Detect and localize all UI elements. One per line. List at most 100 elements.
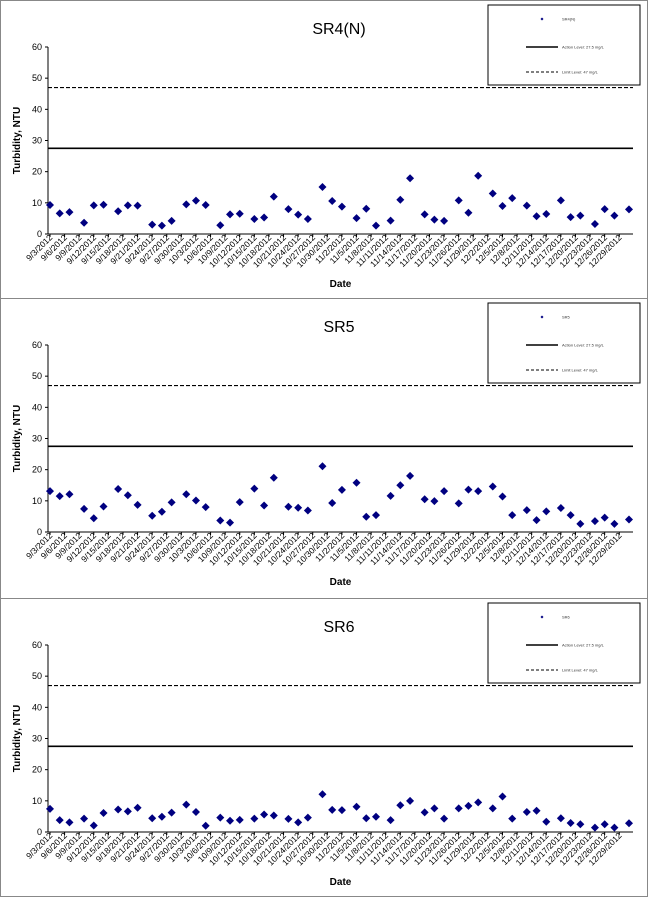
data-point [260,213,269,222]
chart-legend: SR4(N) Action Level: 27.5 mg/L Limit Level… [487,4,641,86]
data-point [556,196,565,205]
data-point [430,804,439,813]
data-point [625,819,633,828]
data-point [420,210,429,219]
data-point [362,814,371,823]
data-point [371,812,380,821]
y-tick-label: 40 [32,104,42,114]
y-tick-label: 60 [32,640,42,650]
data-point [148,220,157,229]
data-point [191,496,200,505]
data-point [148,814,157,823]
x-axis-label: Date [330,877,352,888]
legend-entry: SR5 [562,315,571,320]
data-point [182,800,191,809]
data-point [250,484,259,493]
y-tick-label: 0 [37,827,42,837]
data-point [55,816,64,825]
data-point [99,502,108,511]
data-point [65,490,74,499]
legend-entry: Action Level: 27.5 mg/L [562,45,605,50]
y-tick-label: 30 [32,136,42,146]
data-point [260,810,269,819]
axes [45,46,633,237]
data-point [157,221,166,230]
y-axis-label: Turbidity, NTU [12,705,23,772]
data-point [337,202,346,211]
data-point [420,808,429,817]
y-tick-label: 10 [32,198,42,208]
data-point [498,792,507,801]
data-point [191,196,200,205]
data-point [216,221,225,230]
chart-svg: SR6 SR6 Action Level: 27.5 mg/L Limit Level… [12,602,641,888]
data-point [318,462,327,471]
y-tick-label: 20 [32,167,42,177]
y-tick-label: 50 [32,371,42,381]
data-point [396,481,405,490]
data-point [508,511,517,520]
data-point [167,498,176,507]
axes [45,344,633,535]
data-point [157,812,166,821]
data-point [226,816,235,825]
chart-title: SR5 [323,319,354,336]
data-point [318,790,327,799]
data-point [260,501,269,510]
data-point [454,499,463,508]
y-tick-label: 0 [37,527,42,537]
y-tick-label: 0 [37,229,42,239]
data-point [182,490,191,499]
data-point [532,516,541,525]
data-point [362,512,371,521]
chart-panel-sr4n: SR4(N) SR4(N) Action Level: 27.5 mg/L Limit… [0,0,648,299]
data-point [522,808,531,817]
chart-title: SR4(N) [312,21,365,38]
data-point [566,818,575,827]
data-point [576,211,585,220]
data-point [454,196,463,205]
data-point [600,513,609,522]
data-point [269,811,278,820]
y-tick-label: 10 [32,796,42,806]
data-point [522,506,531,515]
data-point [269,473,278,482]
data-point [590,823,599,832]
data-point [600,820,609,829]
data-point [55,492,64,501]
data-point [201,201,210,210]
data-point [89,201,98,210]
data-point [440,216,449,225]
x-axis-label: Date [330,577,352,588]
y-tick-label: 50 [32,671,42,681]
chart-panel-sr5: SR5 SR5 Action Level: 27.5 mg/L Limit Level… [0,298,648,599]
data-point [157,507,166,516]
data-point [474,487,483,496]
data-point [542,507,551,516]
data-point [532,212,541,221]
data-point [114,805,123,814]
data-point [610,823,619,832]
data-point [123,201,132,210]
y-axis-label: Turbidity, NTU [12,107,23,174]
data-point [114,207,123,216]
data-point [440,814,449,823]
data-point [464,208,473,217]
data-point [610,519,619,528]
data-point [625,205,633,214]
data-point [556,504,565,513]
data-point [216,516,225,525]
data-point [80,814,89,823]
data-point [303,813,312,822]
data-point [226,210,235,219]
legend-marker-icon [540,17,544,21]
y-tick-label: 20 [32,765,42,775]
series-sr4-n [46,171,633,230]
data-point [352,478,361,487]
data-point [328,499,337,508]
y-tick-label: 30 [32,434,42,444]
legend-entry: SR6 [562,615,571,620]
data-point [440,487,449,496]
series-sr6 [46,790,633,832]
data-point [123,807,132,816]
